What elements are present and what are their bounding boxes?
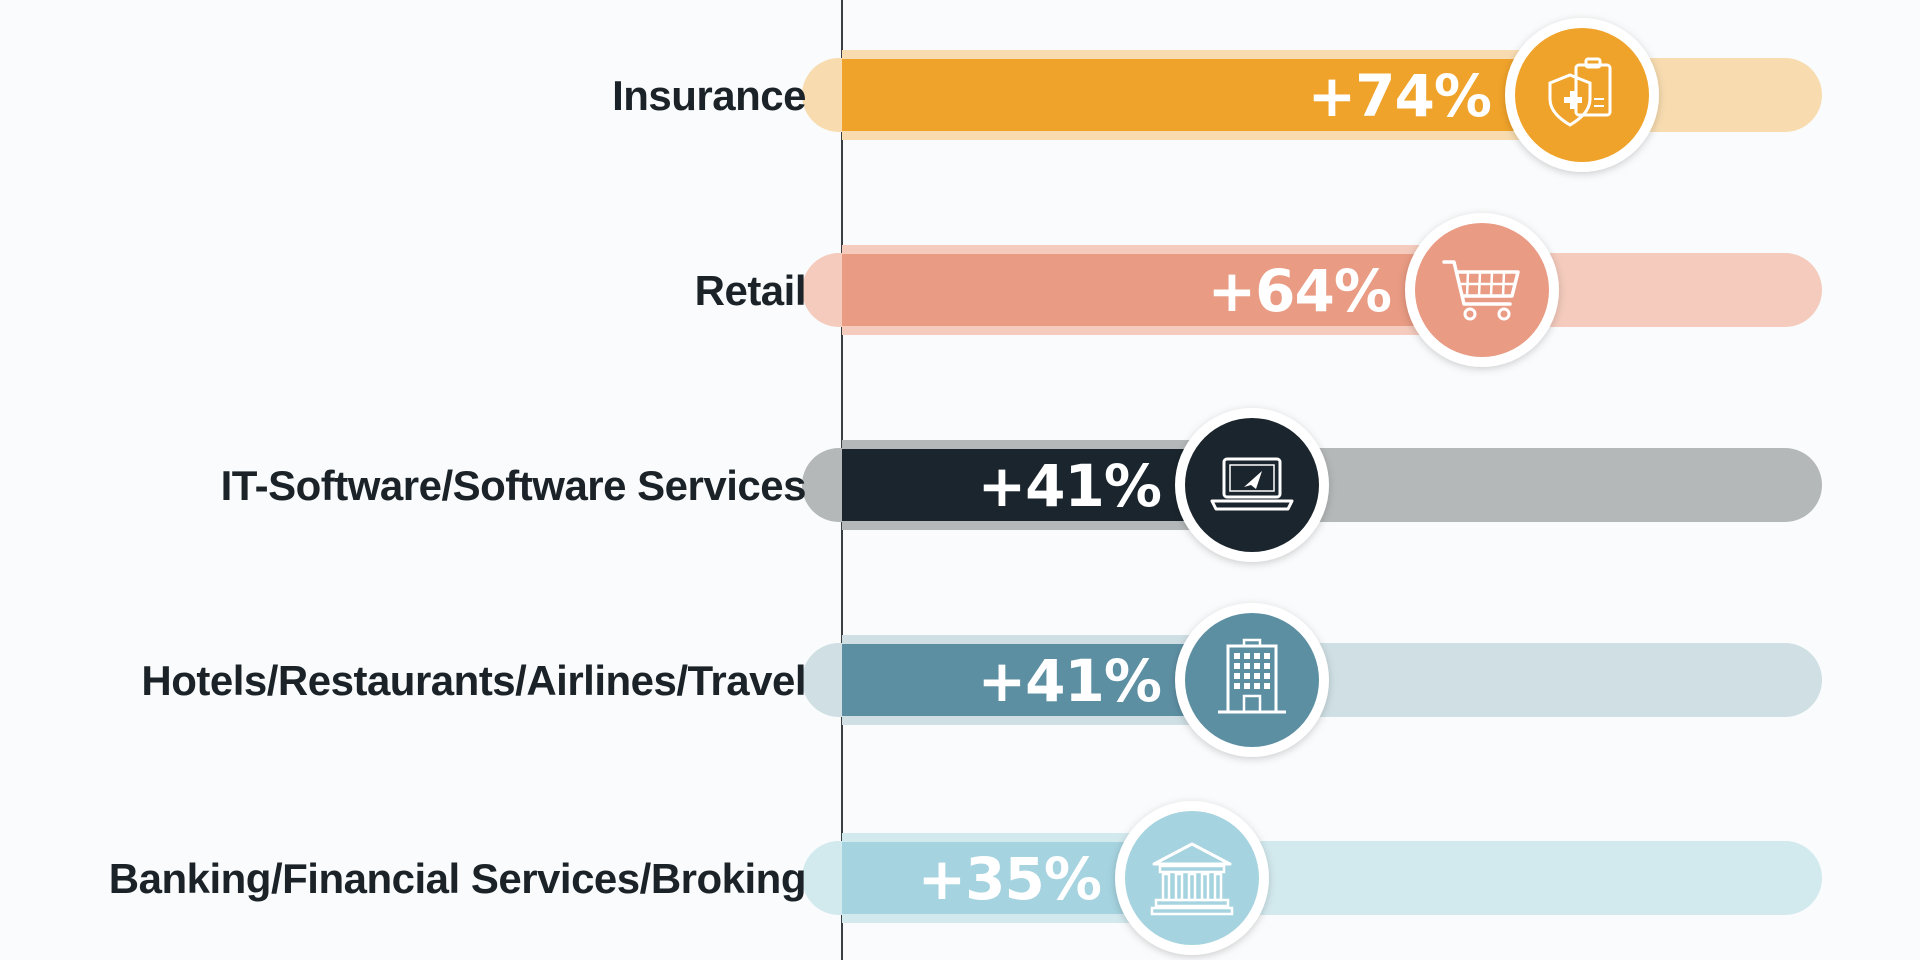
bar-bottom-band xyxy=(842,915,1192,923)
bar-top-band xyxy=(842,245,1482,253)
icon-circle xyxy=(1125,811,1259,945)
category-label: Banking/Financial Services/Broking xyxy=(109,855,806,902)
icon-circle xyxy=(1185,613,1319,747)
shopping-cart-icon xyxy=(1442,260,1520,321)
bar-bottom-band xyxy=(842,327,1482,335)
bar xyxy=(842,254,1482,326)
data-label: +64% xyxy=(1208,257,1391,325)
shield-clipboard-icon xyxy=(1548,57,1612,127)
bank-building-icon xyxy=(1150,842,1234,916)
bar-bottom-band xyxy=(842,522,1252,530)
bar-top-band xyxy=(842,50,1582,58)
hotel-building-icon xyxy=(1218,638,1286,714)
bar-bottom-band xyxy=(842,132,1582,140)
bar-row: +35% Banking/Financial Services/Broking xyxy=(109,801,1822,955)
category-label: Hotels/Restaurants/Airlines/Travel xyxy=(141,657,806,704)
category-label: Insurance xyxy=(612,72,806,119)
icon-circle xyxy=(1415,223,1549,357)
bar-row: +41% IT-Software/Software Services xyxy=(221,408,1822,562)
bar-top-band xyxy=(842,635,1252,643)
bar xyxy=(842,59,1582,131)
laptop-rocket-icon xyxy=(1210,457,1294,511)
data-label: +74% xyxy=(1308,62,1491,130)
bar-row: +41% Hotels/Restaurants/Airlines/Travel xyxy=(141,603,1822,757)
category-label: IT-Software/Software Services xyxy=(221,462,806,509)
bar-row: +64% Retail xyxy=(695,213,1822,367)
data-label: +41% xyxy=(978,452,1161,520)
data-label: +35% xyxy=(918,845,1101,913)
icon-circle xyxy=(1515,28,1649,162)
category-label: Retail xyxy=(695,267,806,314)
bar-top-band xyxy=(842,440,1252,448)
bar-top-band xyxy=(842,833,1192,841)
data-label: +41% xyxy=(978,647,1161,715)
bar-bottom-band xyxy=(842,717,1252,725)
bar-row: +74% Insurance xyxy=(612,18,1822,172)
